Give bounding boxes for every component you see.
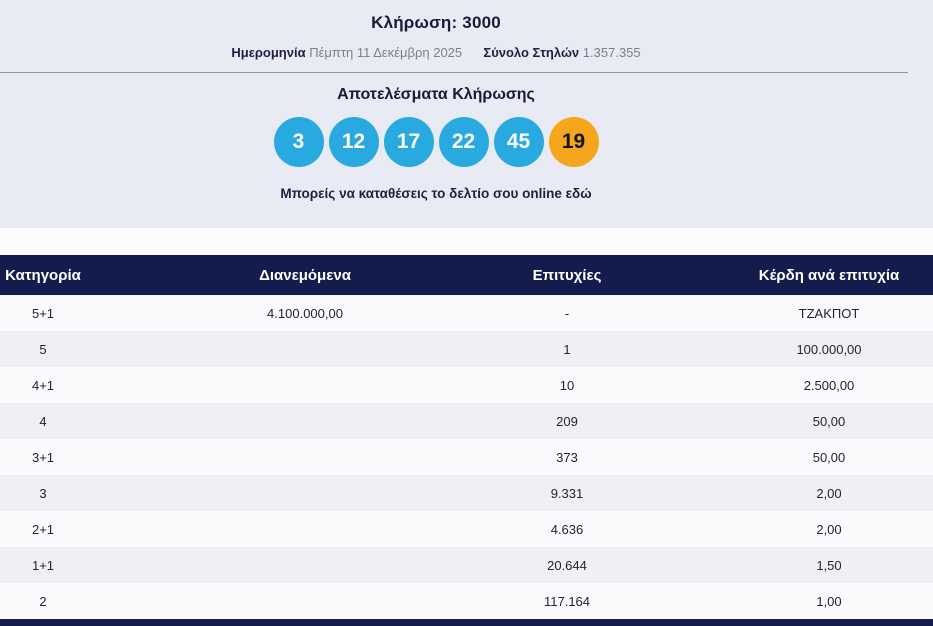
category-cell: 3 xyxy=(39,485,47,501)
header-distributed: Διανεμόμενα xyxy=(259,266,351,284)
category-cell: 2+1 xyxy=(31,521,55,537)
prize-cell: 2,00 xyxy=(816,521,842,537)
draw-meta: Ημερομηνία Πέμπτη 11 Δεκέμβρη 2025 Σύνολ… xyxy=(0,45,933,60)
table-row: 2 117.164 1,00 xyxy=(0,583,933,619)
table-row: 4+1 10 2.500,00 xyxy=(0,367,933,403)
winners-cell: 9.331 xyxy=(550,485,584,501)
prize-table-section: Κατηγορία Διανεμόμενα Επιτυχίες Κέρδη αν… xyxy=(0,255,933,619)
table-row: 1+1 20.644 1,50 xyxy=(0,547,933,583)
total-columns-label: Σύνολο Στηλών xyxy=(483,45,580,60)
winners-cell: 10 xyxy=(559,377,575,393)
winners-cell: 1 xyxy=(563,341,571,357)
deposit-text-prefix: Μπορείς να καταθέσεις το δελτίο σου onli… xyxy=(280,186,562,201)
category-cell: 4 xyxy=(39,413,47,429)
winning-numbers: 3 12 17 22 45 19 xyxy=(0,117,933,167)
winners-cell: 20.644 xyxy=(547,557,587,573)
category-cell: 5 xyxy=(39,341,47,357)
number-ball-3: 17 xyxy=(383,117,434,167)
category-cell: 1+1 xyxy=(31,557,55,573)
category-cell: 4+1 xyxy=(31,377,55,393)
distributed-cell: 4.100.000,00 xyxy=(267,305,343,321)
table-row: 5 1 100.000,00 xyxy=(0,331,933,367)
number-ball-4: 22 xyxy=(438,117,489,167)
next-section-header-bar xyxy=(0,619,933,626)
winners-cell: 209 xyxy=(556,413,578,429)
draw-title: Κλήρωση: 3000 xyxy=(371,13,501,32)
winners-cell: 4.636 xyxy=(550,521,584,537)
results-title: Αποτελέσματα Κλήρωσης xyxy=(337,86,535,103)
total-columns-value: 1.357.355 xyxy=(582,45,641,60)
category-cell: 2 xyxy=(39,593,47,609)
number-ball-2: 12 xyxy=(328,117,379,167)
number-ball-1: 3 xyxy=(273,117,324,167)
prize-cell: 100.000,00 xyxy=(796,341,862,357)
prize-cell: 1,00 xyxy=(816,593,842,609)
header-winners: Επιτυχίες xyxy=(532,266,602,284)
prize-cell: 50,00 xyxy=(812,413,846,429)
table-row: 2+1 4.636 2,00 xyxy=(0,511,933,547)
header-prize-per-win: Κέρδη ανά επιτυχία xyxy=(758,266,900,284)
prize-cell: ΤΖΑΚΠΟΤ xyxy=(798,305,860,321)
category-cell: 3+1 xyxy=(31,449,55,465)
prize-table-header: Κατηγορία Διανεμόμενα Επιτυχίες Κέρδη αν… xyxy=(0,255,933,295)
prize-cell: 2.500,00 xyxy=(803,377,855,393)
draw-summary-section: Κλήρωση: 3000 Ημερομηνία Πέμπτη 11 Δεκέμ… xyxy=(0,0,933,228)
date-label: Ημερομηνία xyxy=(231,45,306,60)
deposit-here-link[interactable]: εδώ xyxy=(565,186,592,201)
winners-cell: - xyxy=(564,305,570,321)
table-row: 3 9.331 2,00 xyxy=(0,475,933,511)
divider-line xyxy=(0,72,908,73)
category-cell: 5+1 xyxy=(31,305,55,321)
prize-table-body: 5+1 4.100.000,00 - ΤΖΑΚΠΟΤ 5 1 100.000,0… xyxy=(0,295,933,619)
prize-cell: 50,00 xyxy=(812,449,846,465)
deposit-online-text: Μπορείς να καταθέσεις το δελτίο σου onli… xyxy=(0,186,933,202)
number-ball-5: 45 xyxy=(493,117,544,167)
table-row: 5+1 4.100.000,00 - ΤΖΑΚΠΟΤ xyxy=(0,295,933,331)
winners-cell: 117.164 xyxy=(543,593,591,609)
table-row: 3+1 373 50,00 xyxy=(0,439,933,475)
header-category: Κατηγορία xyxy=(5,266,81,284)
prize-cell: 2,00 xyxy=(816,485,842,501)
bonus-number-ball: 19 xyxy=(548,117,599,167)
section-spacer xyxy=(0,228,933,255)
prize-cell: 1,50 xyxy=(816,557,842,573)
table-row: 4 209 50,00 xyxy=(0,403,933,439)
winners-cell: 373 xyxy=(556,449,578,465)
date-value: Πέμπτη 11 Δεκέμβρη 2025 xyxy=(309,45,463,60)
